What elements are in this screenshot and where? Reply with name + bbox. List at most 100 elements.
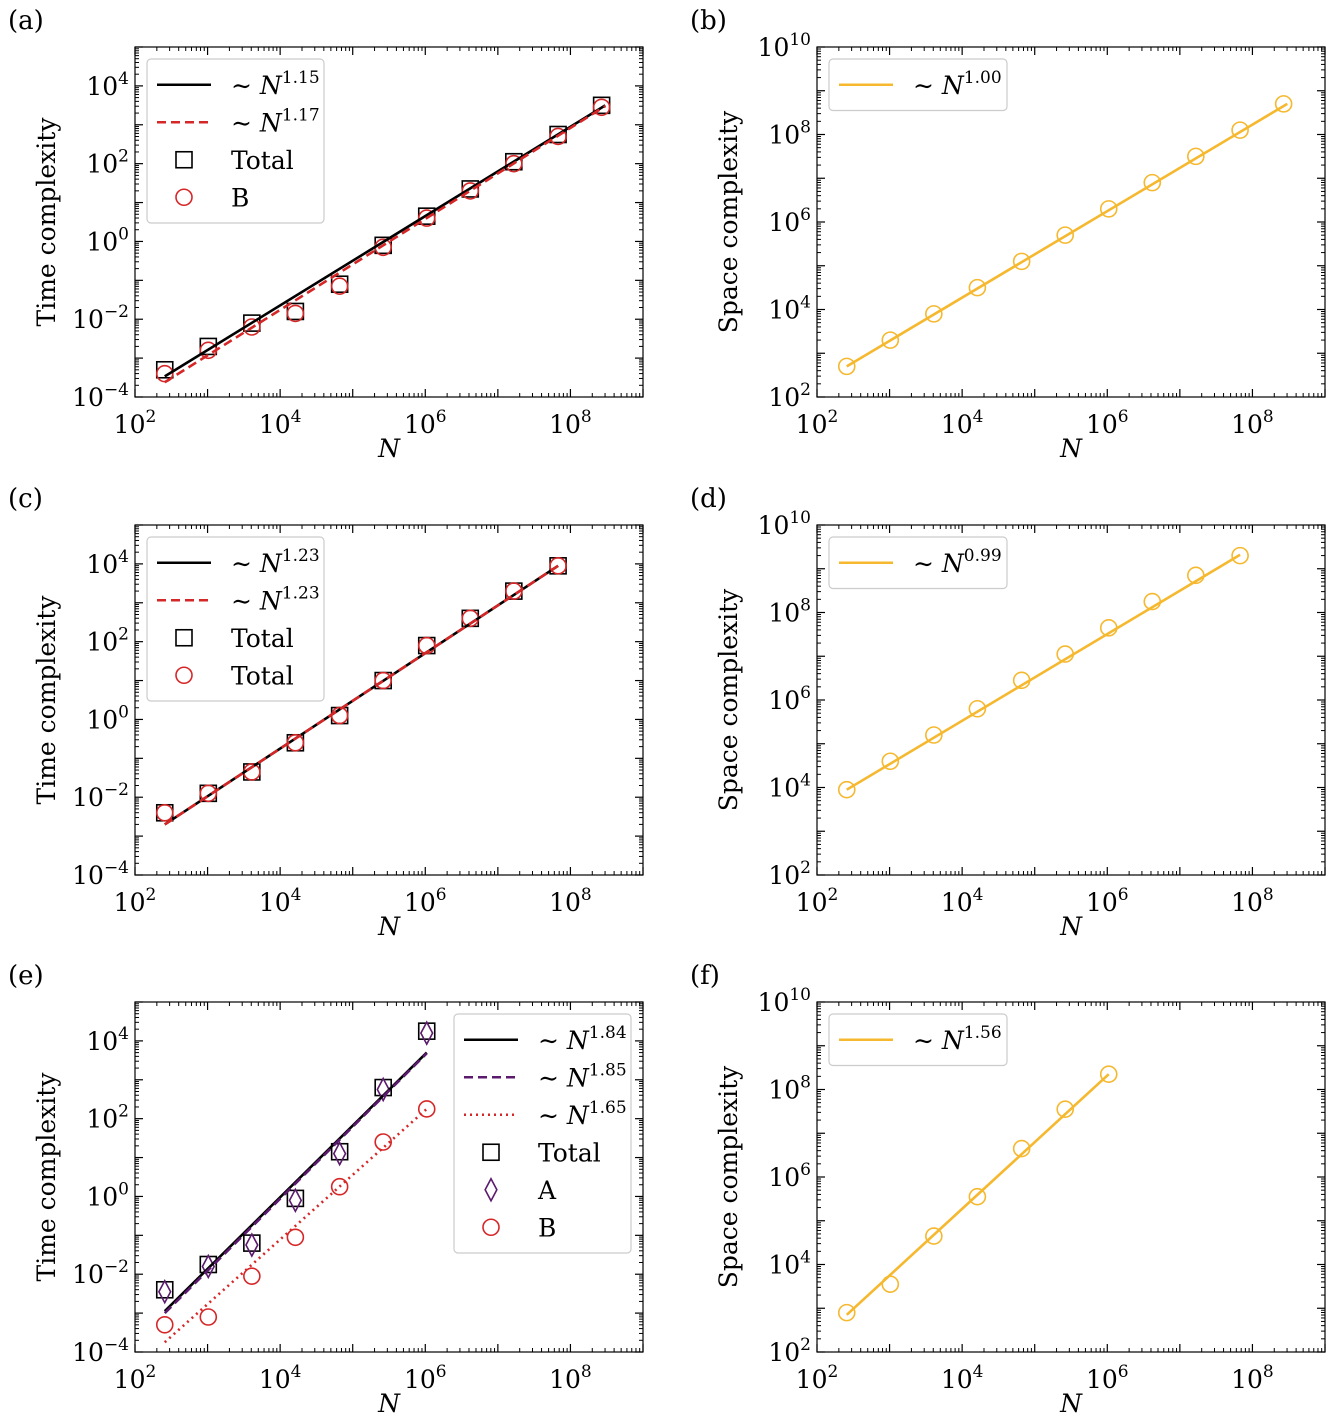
y-tick-label: 108 [768,1073,811,1105]
data-point-circle [1187,147,1205,166]
y-tick-label: 102 [768,858,811,890]
panel-f: (f) 102 104 106 108 102 104 106 108 1010 N Space co… [690,961,1326,1418]
axes-frame [134,46,644,398]
data-point-circle [592,98,611,117]
axes-frame [134,1001,644,1353]
panel-label-f: (f) [690,961,720,991]
x-tick-label: 104 [259,1362,302,1394]
data-point-circle [1099,200,1118,218]
data-point-circle [968,1187,987,1206]
data-point-diamond [332,1140,347,1167]
y-axis-label: Space complexity [714,110,743,333]
fit-line-solid [846,553,1241,791]
y-tick-label: 106 [768,1160,811,1192]
data-point-circle [837,357,856,376]
y-tick-label: 10−4 [72,858,129,890]
x-axis-label: N [1059,434,1083,463]
data-point-circle [155,1315,174,1334]
legend-handle-marker [175,666,193,685]
y-tick-label: 1010 [758,30,811,62]
y-tick-label: 100 [86,224,129,256]
y-tick-label: 104 [768,293,811,325]
data-point-circle [1274,95,1293,113]
data-point-circle [925,1227,943,1245]
data-point-circle [549,127,567,146]
legend-label: B [538,1213,556,1242]
data-point-square [155,360,174,379]
data-point-square [243,314,261,332]
fit-line-solid [846,102,1288,368]
y-tick-label: 1010 [758,508,811,540]
x-tick-label: 106 [1086,885,1129,917]
legend: ∼ N1.56 [828,1013,1008,1067]
data-point-circle [243,1267,261,1285]
y-tick-label: 100 [86,702,129,734]
panel-b: (b) 102 104 106 108 102 104 106 108 1010 N Space co… [690,6,1326,463]
data-point-circle [1012,252,1031,271]
panel-a: (a) 102 104 106 108 10−4 10−2 100 102 104 N Time co… [8,6,644,463]
y-tick-label: 106 [768,205,811,237]
x-tick-label: 106 [404,407,447,439]
legend-box [828,1013,1008,1067]
legend-label: ∼ N1.85 [538,1060,627,1092]
fit-line-dotted [163,1107,428,1344]
legend: ∼ N0.99 [828,536,1008,590]
data-point-circle [1231,121,1249,139]
fit-line-solid [845,1073,1110,1316]
data-point-diamond [376,1076,390,1103]
y-tick-label: 104 [86,1024,129,1056]
data-point-circle [505,154,523,173]
y-tick-label: 102 [86,625,129,657]
x-tick-label: 102 [796,407,839,439]
fit-line-dashed [163,1052,428,1315]
y-tick-label: 10−4 [72,380,129,412]
plot-area-e [155,1020,436,1344]
legend-box [453,1013,632,1254]
legend-handle-marker [175,188,193,207]
x-tick-label: 106 [1086,1362,1129,1394]
legend-box [828,536,1008,590]
data-point-circle [199,1308,218,1326]
data-point-circle [461,182,480,200]
data-point-circle [837,1303,856,1322]
legend-box [828,58,1008,112]
x-axis-label: N [377,912,401,941]
y-tick-label: 104 [86,69,129,101]
legend-label: Total [231,624,294,653]
panel-c: (c) 102 104 106 108 10−4 10−2 100 102 104 N Time co… [8,484,644,941]
data-point-diamond [419,1020,434,1046]
x-axis-label: N [1059,1389,1083,1418]
x-tick-label: 102 [114,407,157,439]
plot-area-c [155,557,567,826]
y-axis-label: Space complexity [714,588,743,811]
legend-handle-marker [175,150,193,169]
fit-line-dashed [164,105,606,384]
y-tick-label: 10−2 [72,302,129,334]
data-point-square [199,337,218,356]
legend-label: ∼ N1.23 [231,583,320,615]
data-point-circle [417,1100,436,1118]
data-point-circle [881,752,900,771]
legend: ∼ N1.00 [828,58,1008,112]
axes-frame [816,1001,1326,1353]
x-tick-label: 102 [796,1362,839,1394]
plot-area-d [837,546,1249,799]
y-tick-label: 1010 [758,985,811,1017]
data-point-diamond [288,1187,303,1214]
data-point-circle [881,331,900,349]
legend-box [146,58,325,224]
y-tick-label: 102 [768,380,811,412]
x-tick-label: 102 [796,885,839,917]
x-axis-label: N [1059,912,1083,941]
data-point-circle [549,557,567,575]
legend-label: ∼ N1.00 [913,68,1002,100]
y-axis-label: Time complexity [32,1072,61,1282]
legend-label: ∼ N1.56 [913,1023,1002,1055]
legend-label: Total [231,146,294,175]
y-tick-label: 102 [768,1335,811,1367]
y-tick-label: 10−2 [72,1257,129,1289]
panel-label-e: (e) [8,961,44,991]
